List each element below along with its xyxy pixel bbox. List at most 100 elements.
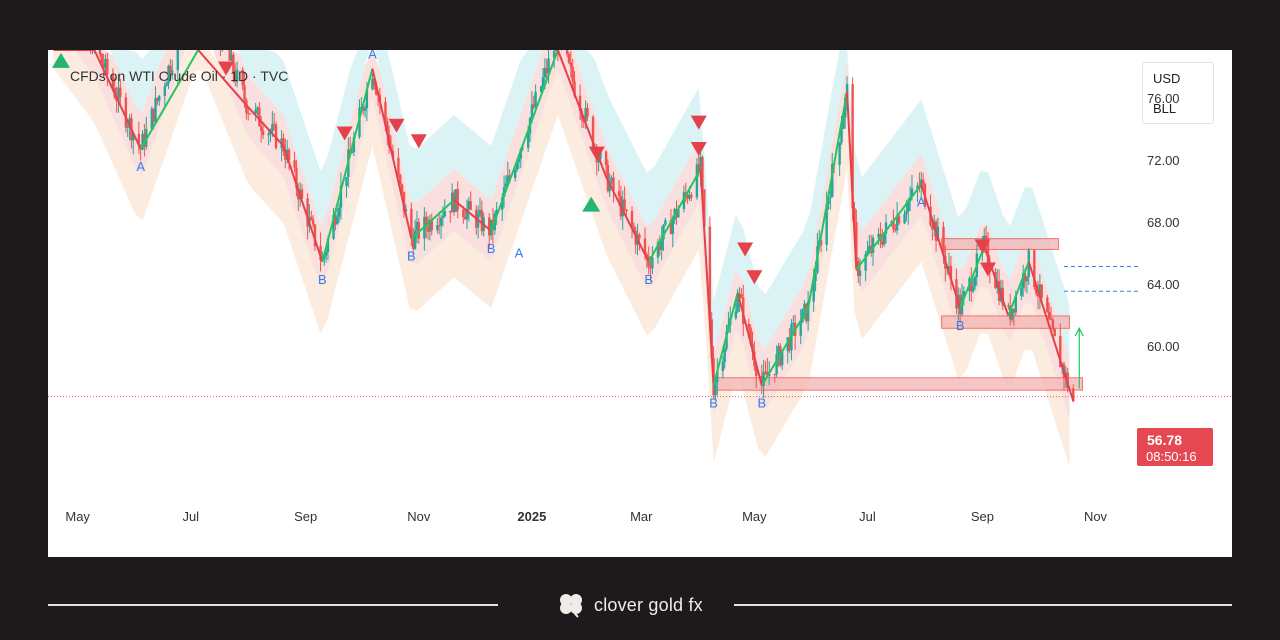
zigzag-segment [410,199,455,240]
candle-body [428,219,432,232]
sell-signal-marker [690,115,707,130]
candle-body [128,118,131,127]
candle-body [332,214,335,239]
candle-body [1040,284,1043,298]
candle-body [386,120,389,135]
candle-body [417,222,420,239]
candle-body [962,291,966,297]
candle-body [449,210,452,213]
buy-signal-marker [51,52,70,68]
candle-body [137,133,141,146]
candle-body [658,242,662,251]
y-tick-label: 76.00 [1147,91,1180,107]
zigzag-segment [247,106,285,147]
candle-body [287,149,291,161]
candle-body [851,84,854,209]
candle-body [412,238,415,249]
candle-body [573,81,576,96]
candle-body [143,133,146,147]
candle-body [154,98,157,122]
wave-label: B [318,272,327,287]
candle-body [234,73,237,82]
candle-body [502,187,506,198]
candle-body [660,239,663,251]
zigzag-segment [959,245,986,309]
y-tick-label: 64.00 [1147,277,1180,292]
price-chart[interactable]: ABABBABBBBAB [48,50,1232,557]
upper-band [53,50,1070,359]
candle-body [567,54,571,63]
candle-body [402,191,406,212]
candle-body [894,228,897,231]
candle-body [749,327,752,344]
candle-body [777,346,780,355]
candle-body [910,188,914,197]
candle-body [554,50,558,51]
x-tick-label: Nov [1083,509,1108,524]
candle-body [905,211,908,215]
candle-body [371,78,374,90]
candle-body [895,215,899,231]
candle-body [156,98,159,102]
candle-body [812,280,815,302]
candle-body [584,107,587,122]
sell-signal-marker [410,134,427,149]
legend-box[interactable]: USD BLL [1142,62,1214,124]
candle-body [1012,308,1016,313]
candle-body [313,224,317,247]
candle-body [699,156,702,173]
buy-signal-marker [582,196,601,212]
candle-body [102,63,105,69]
candle-body [766,371,769,376]
sell-signal-marker [979,262,996,277]
wave-label: A [136,159,145,174]
candle-body [469,201,472,210]
brand: clover gold fx [556,590,703,620]
candle-body [892,221,895,229]
zigzag-segment [920,184,962,309]
candle-body [106,58,109,75]
candle-body [98,50,102,55]
candle-body [881,241,884,245]
zigzag-segment [453,199,492,232]
candle-body [645,254,649,257]
candle-body [814,272,817,281]
candle-body [430,219,433,231]
candle-body [662,224,665,240]
zigzag-segment [93,50,142,150]
candle-body [384,101,387,121]
candle-body [171,70,174,74]
wave-label: A [368,50,377,62]
candle-body [1021,273,1025,288]
candle-body [775,354,778,375]
candle-body [241,69,244,86]
candle-body [413,230,417,249]
candle-body [515,162,519,170]
candle-body [686,194,689,199]
x-tick-label: 2025 [517,509,547,524]
candle-body [903,214,906,224]
target-arrowhead [1074,326,1084,337]
x-tick-label: Sep [294,509,318,524]
bar-countdown: 08:50:16 [1146,449,1197,464]
candle-body [399,175,402,185]
candle-body [336,216,339,225]
candle-body [612,177,615,192]
candle-body [610,177,613,183]
candle-body [300,189,304,199]
candle-body [310,216,313,220]
sell-signal-marker [217,61,234,76]
candle-body [530,104,534,118]
candle-body [740,294,743,298]
candle-body [677,209,680,218]
candle-body [260,126,263,131]
candle-body [324,252,328,256]
candle-body [261,130,265,136]
brand-name: clover gold fx [594,594,703,615]
candle-body [684,192,687,195]
chart-title: CFDs on WTI Crude Oil · 1D · TVC [70,68,289,84]
candle-body [688,194,691,199]
candle-body [606,165,610,192]
x-tick-label: May [742,509,767,524]
candle-body [297,188,300,200]
